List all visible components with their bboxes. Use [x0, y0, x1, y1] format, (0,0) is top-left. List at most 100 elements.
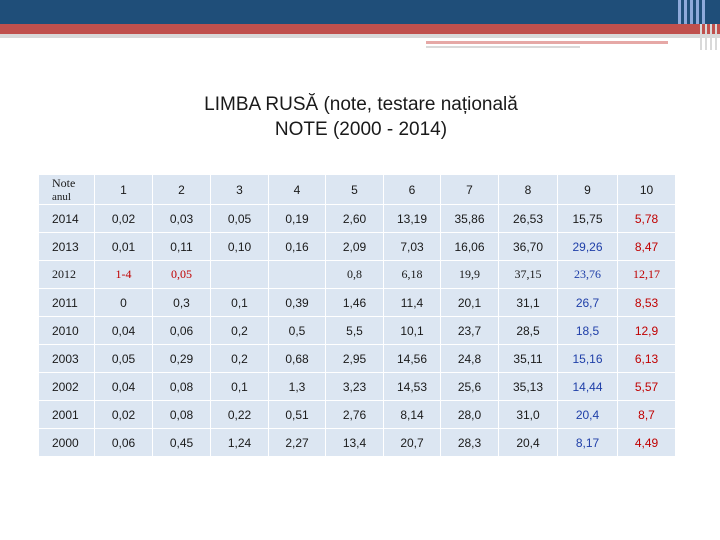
value-cell: 8,53	[617, 288, 676, 317]
value-cell: 0,05	[152, 260, 211, 289]
value-cell: 23,76	[557, 260, 618, 289]
corner-label-year: anul	[52, 190, 71, 203]
value-cell: 0,8	[325, 260, 384, 289]
value-cell: 8,47	[617, 232, 676, 261]
value-cell: 1,3	[268, 372, 326, 401]
value-cell: 2,60	[325, 204, 384, 233]
table-row: 2014 0,02 0,03 0,05 0,19 2,60 13,19 35,86 26,53 1…	[38, 204, 676, 233]
value-cell: 0,19	[268, 204, 326, 233]
value-cell: 35,11	[498, 344, 558, 373]
table-row: 2000 0,06 0,45 1,24 2,27 13,4 20,7 28,3 20,4 8,17…	[38, 428, 676, 457]
value-cell: 28,3	[440, 428, 499, 457]
accent-line-pink	[426, 41, 668, 44]
year-cell: 2013	[38, 232, 95, 261]
year-cell: 2012	[38, 260, 95, 289]
value-cell: 24,8	[440, 344, 499, 373]
accent-line-gray	[0, 34, 720, 38]
value-cell: 28,5	[498, 316, 558, 345]
grade-header: 1	[94, 174, 153, 205]
year-cell: 2003	[38, 344, 95, 373]
value-cell: 0,10	[210, 232, 269, 261]
value-cell: 8,7	[617, 400, 676, 429]
value-cell: 3,23	[325, 372, 384, 401]
value-cell: 19,9	[440, 260, 499, 289]
grade-header: 2	[152, 174, 211, 205]
value-cell: 5,57	[617, 372, 676, 401]
value-cell: 0,1	[210, 372, 269, 401]
table-row: 2001 0,02 0,08 0,22 0,51 2,76 8,14 28,0 31,0 20,4…	[38, 400, 676, 429]
value-cell: 0,3	[152, 288, 211, 317]
value-cell: 35,13	[498, 372, 558, 401]
value-cell: 15,16	[557, 344, 618, 373]
value-cell: 2,76	[325, 400, 384, 429]
title-line-1: LIMBA RUSĂ (note, testare națională	[204, 94, 518, 115]
value-cell: 0,22	[210, 400, 269, 429]
grade-header: 4	[268, 174, 326, 205]
table-row: 2012 1-4 0,05 0,8 6,18 19,9 37,15 23,76 12,17	[38, 260, 676, 289]
value-cell: 28,0	[440, 400, 499, 429]
accent-line-red	[0, 24, 720, 34]
value-cell: 0,06	[94, 428, 153, 457]
year-cell: 2002	[38, 372, 95, 401]
value-cell: 31,1	[498, 288, 558, 317]
value-cell: 0,2	[210, 316, 269, 345]
grade-header: 10	[617, 174, 676, 205]
value-cell: 31,0	[498, 400, 558, 429]
title-line-2: NOTE (2000 - 2014)	[274, 119, 448, 140]
value-cell: 14,53	[383, 372, 441, 401]
value-cell: 20,4	[557, 400, 618, 429]
value-cell: 13,4	[325, 428, 384, 457]
value-cell: 5,78	[617, 204, 676, 233]
value-cell: 6,13	[617, 344, 676, 373]
value-cell: 12,17	[617, 260, 676, 289]
value-cell: 13,19	[383, 204, 441, 233]
value-cell: 20,1	[440, 288, 499, 317]
value-cell: 6,18	[383, 260, 441, 289]
value-cell: 0,11	[152, 232, 211, 261]
value-cell: 15,75	[557, 204, 618, 233]
table-row: 2002 0,04 0,08 0,1 1,3 3,23 14,53 25,6 35,13 14,4…	[38, 372, 676, 401]
slide-title: LIMBA RUSĂ (note, testare națională NOTE…	[0, 92, 720, 142]
decorative-bars	[700, 24, 720, 50]
table-row: 2013 0,01 0,11 0,10 0,16 2,09 7,03 16,06 36,70 29…	[38, 232, 676, 261]
header-row: Note anul 1 2 3 4 5 6 7 8 9 10	[38, 174, 676, 205]
value-cell: 0,16	[268, 232, 326, 261]
value-cell: 0	[94, 288, 153, 317]
year-cell: 2014	[38, 204, 95, 233]
year-cell: 2000	[38, 428, 95, 457]
grade-header: 7	[440, 174, 499, 205]
value-cell: 14,56	[383, 344, 441, 373]
value-cell: 26,53	[498, 204, 558, 233]
value-cell: 29,26	[557, 232, 618, 261]
corner-label-note: Note	[52, 175, 76, 190]
value-cell: 20,7	[383, 428, 441, 457]
value-cell: 2,95	[325, 344, 384, 373]
value-cell: 0,45	[152, 428, 211, 457]
value-cell: 0,01	[94, 232, 153, 261]
value-cell: 20,4	[498, 428, 558, 457]
value-cell: 0,04	[94, 372, 153, 401]
value-cell: 18,5	[557, 316, 618, 345]
header-stripes	[678, 0, 708, 24]
value-cell: 0,04	[94, 316, 153, 345]
value-cell	[268, 260, 326, 289]
year-cell: 2010	[38, 316, 95, 345]
value-cell: 0,39	[268, 288, 326, 317]
table-row: 2003 0,05 0,29 0,2 0,68 2,95 14,56 24,8 35,11 15,…	[38, 344, 676, 373]
value-cell: 0,05	[210, 204, 269, 233]
value-cell: 25,6	[440, 372, 499, 401]
value-cell: 10,1	[383, 316, 441, 345]
value-cell: 0,08	[152, 372, 211, 401]
value-cell: 1,46	[325, 288, 384, 317]
value-cell: 36,70	[498, 232, 558, 261]
value-cell: 0,03	[152, 204, 211, 233]
value-cell: 0,51	[268, 400, 326, 429]
value-cell: 35,86	[440, 204, 499, 233]
value-cell: 0,2	[210, 344, 269, 373]
table-row: 2011 0 0,3 0,1 0,39 1,46 11,4 20,1 31,1 26,7 8,53	[38, 288, 676, 317]
value-cell: 2,27	[268, 428, 326, 457]
value-cell: 0,68	[268, 344, 326, 373]
value-cell: 12,9	[617, 316, 676, 345]
value-cell: 11,4	[383, 288, 441, 317]
value-cell: 23,7	[440, 316, 499, 345]
